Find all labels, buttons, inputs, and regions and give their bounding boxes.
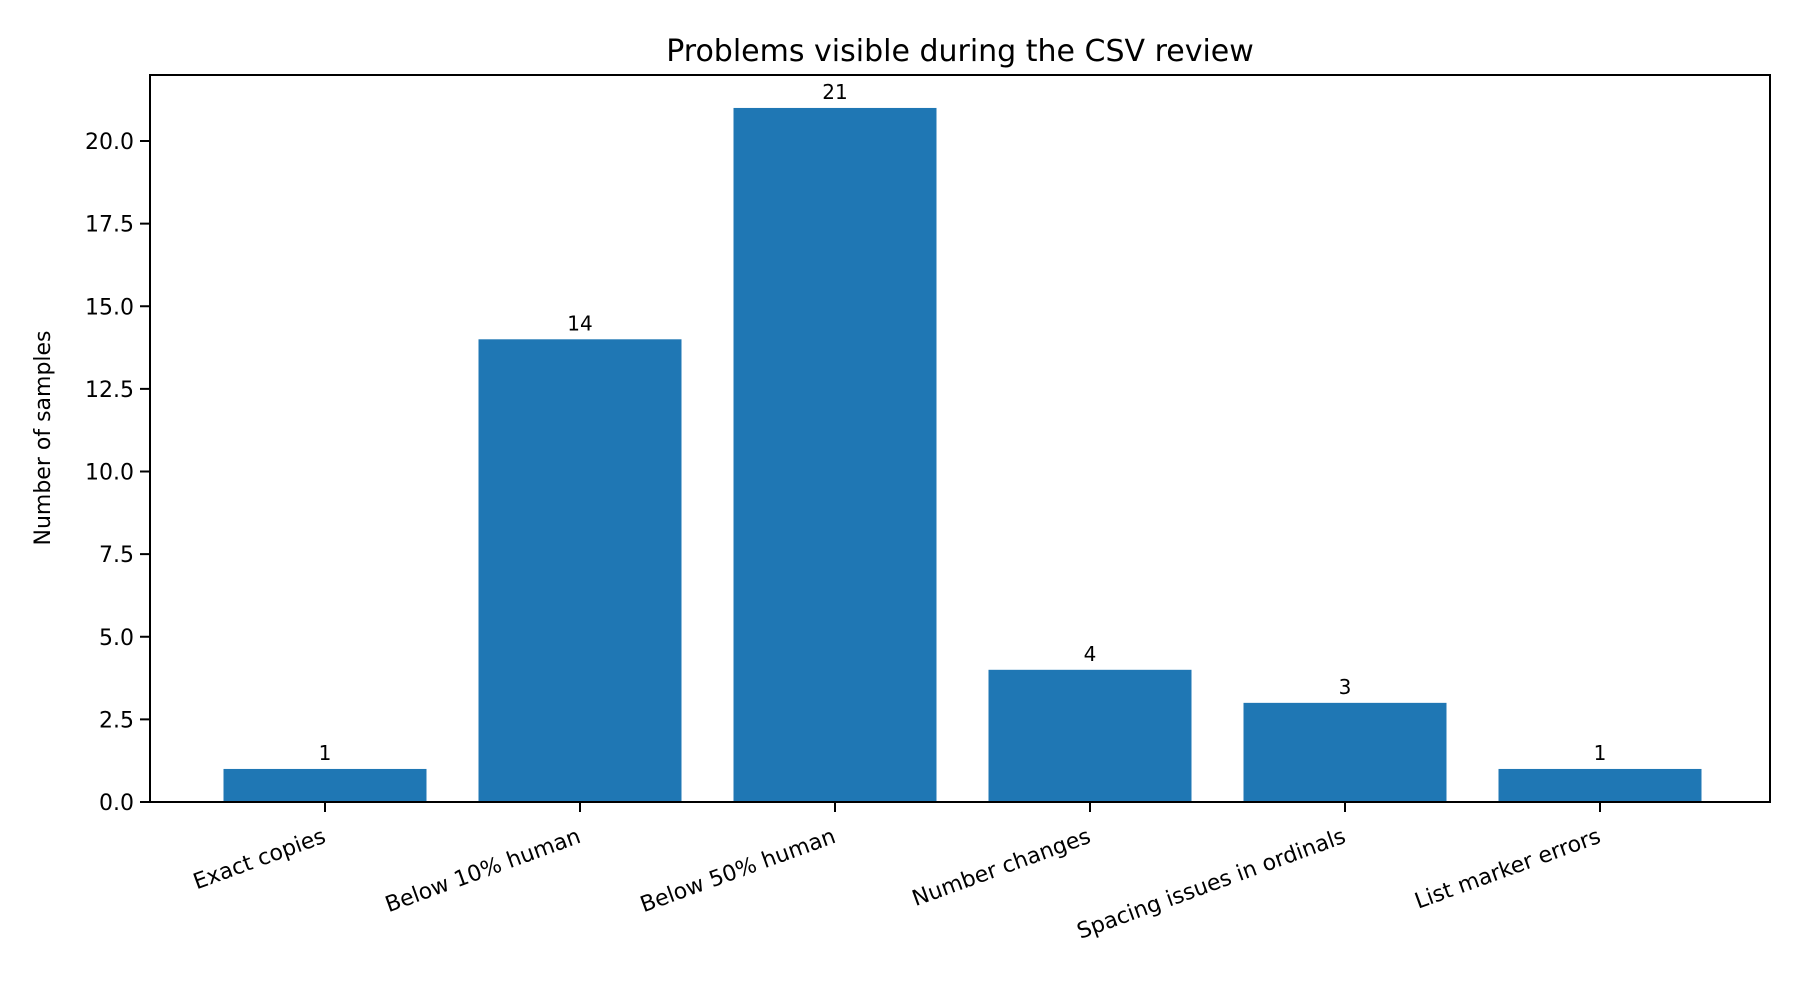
x-tick-label: Number changes [909,824,1094,912]
bar [1243,702,1447,802]
bar [1498,768,1702,802]
y-tick-label: 10.0 [85,461,134,486]
bar [988,669,1192,802]
y-tick-label: 7.5 [99,543,134,568]
bar-group: 4 [988,642,1192,802]
x-tick-label: Below 50% human [637,824,839,918]
y-tick-label: 5.0 [99,626,134,651]
bar-value-label: 1 [1594,741,1607,765]
y-tick-label: 2.5 [99,708,134,733]
x-tick-label: List marker errors [1412,824,1604,914]
bar-value-label: 3 [1339,675,1352,699]
bar-group: 1 [223,741,427,802]
x-tick-label: Exact copies [190,824,329,895]
y-axis-label: Number of samples [31,330,56,545]
bar-value-label: 21 [822,80,847,104]
bar [223,768,427,802]
y-tick-label: 15.0 [85,295,134,320]
chart-title: Problems visible during the CSV review [666,34,1254,69]
y-tick-label: 20.0 [85,130,134,155]
x-tick-label: Spacing issues in ordinals [1074,824,1349,945]
y-tick-label: 12.5 [85,378,134,403]
bar-group: 1 [1498,741,1702,802]
axes-frame [149,74,1771,803]
bar [478,339,682,802]
x-tick-label: Below 10% human [382,824,584,918]
bar [733,107,937,802]
y-tick-label: 17.5 [85,213,134,238]
bar-group: 21 [733,80,937,802]
bar-value-label: 4 [1084,642,1097,666]
y-tick-label: 0.0 [99,791,134,816]
bar-group: 3 [1243,675,1447,802]
x-axis: Exact copies Below 10% human Below 50% hum… [190,802,1604,945]
bar-group: 14 [478,311,682,802]
bar-value-label: 14 [567,311,592,335]
bars: 1 14 21 4 3 1 [223,80,1702,802]
y-axis: 0.0 2.5 5.0 7.5 10.0 12.5 15.0 17.5 20.0 [85,130,150,816]
bar-value-label: 1 [319,741,332,765]
